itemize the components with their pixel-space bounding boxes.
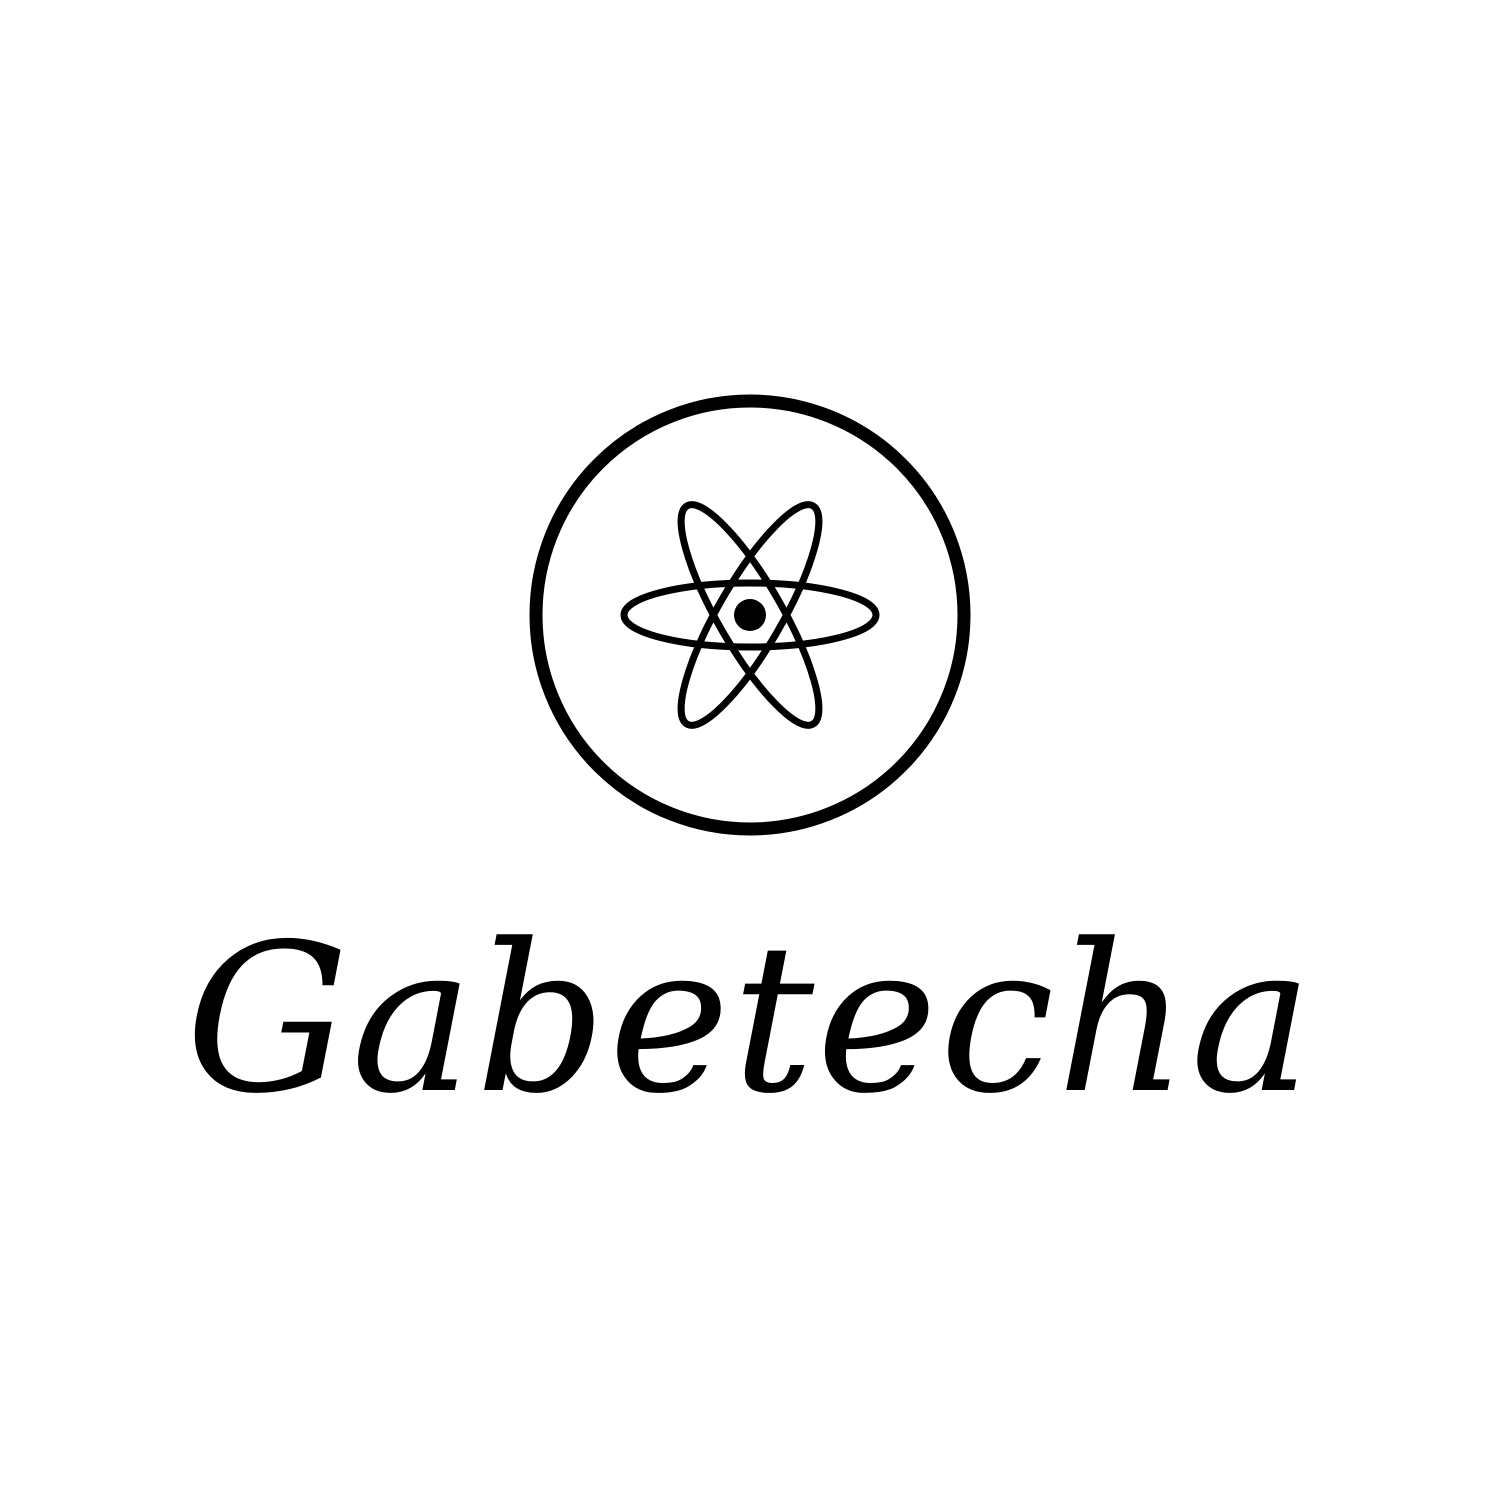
brand-wordmark: Gabetecha — [185, 901, 1315, 1139]
emblem-circle — [528, 393, 972, 837]
nucleus-dot — [734, 599, 766, 631]
atom-icon — [529, 394, 971, 836]
